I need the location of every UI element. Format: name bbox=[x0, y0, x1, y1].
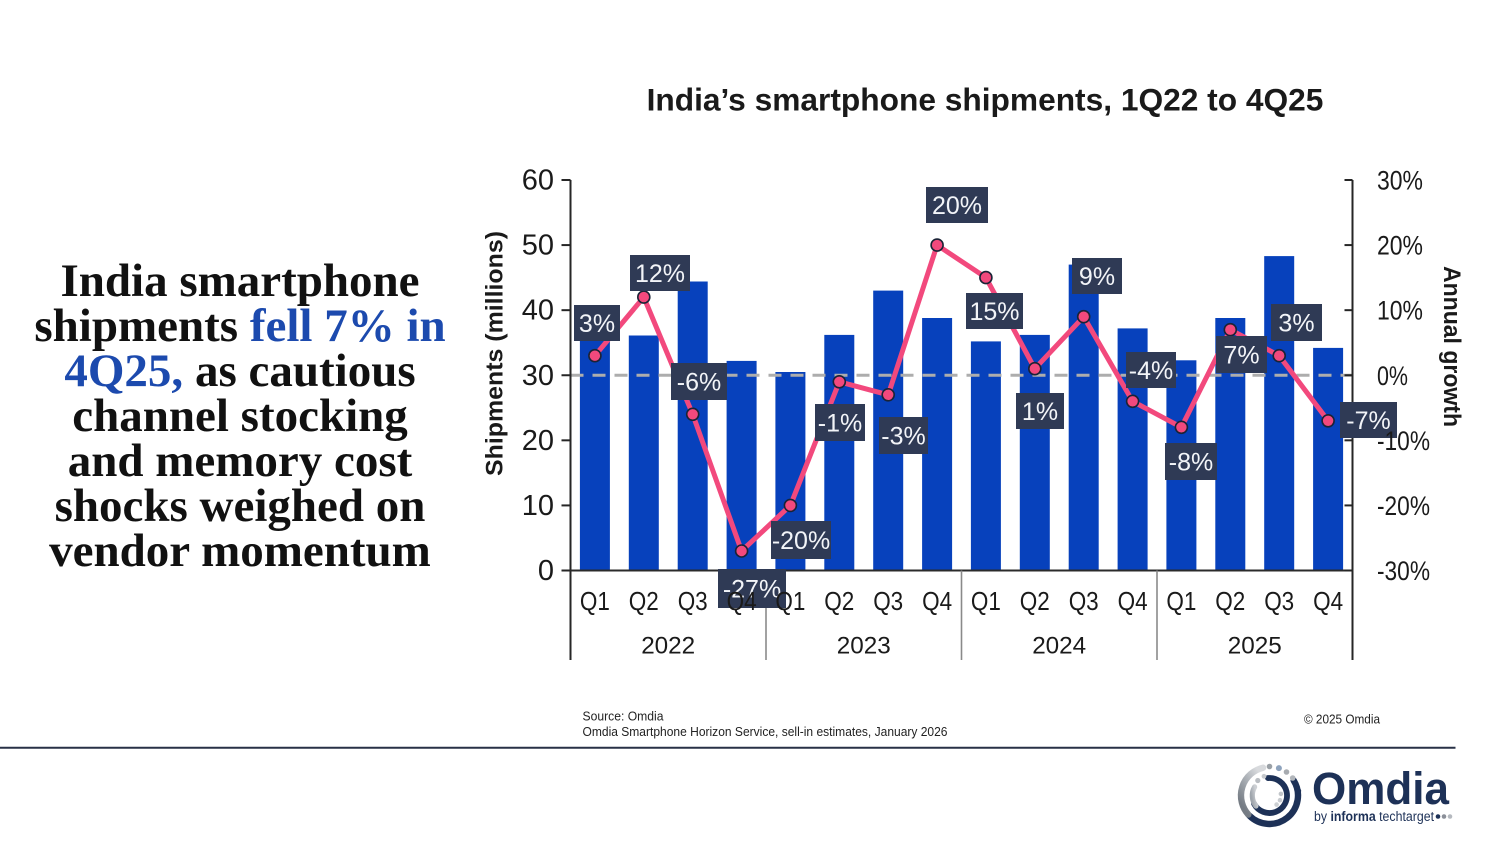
svg-text:3%: 3% bbox=[1278, 310, 1314, 338]
svg-text:vendor momentum: vendor momentum bbox=[49, 525, 431, 577]
svg-text:2024: 2024 bbox=[1032, 633, 1086, 660]
svg-text:© 2025 Omdia: © 2025 Omdia bbox=[1304, 712, 1381, 727]
svg-text:Q3: Q3 bbox=[1264, 586, 1294, 616]
svg-text:10: 10 bbox=[522, 490, 554, 522]
svg-text:Q3: Q3 bbox=[873, 586, 903, 616]
svg-text:1%: 1% bbox=[1022, 398, 1058, 426]
svg-text:12%: 12% bbox=[635, 260, 685, 288]
svg-text:Q1: Q1 bbox=[1166, 586, 1196, 616]
svg-text:40: 40 bbox=[522, 295, 554, 327]
svg-text:60: 60 bbox=[522, 165, 554, 197]
svg-text:Q4: Q4 bbox=[922, 586, 952, 616]
svg-text:Q2: Q2 bbox=[629, 586, 659, 616]
svg-text:Source: Omdia: Source: Omdia bbox=[583, 709, 665, 724]
svg-text:3%: 3% bbox=[579, 310, 615, 338]
svg-text:Q4: Q4 bbox=[1118, 586, 1148, 616]
svg-text:Q1: Q1 bbox=[971, 586, 1001, 616]
svg-text:20%: 20% bbox=[932, 192, 982, 220]
svg-text:by informa techtarget: by informa techtarget bbox=[1314, 809, 1434, 824]
svg-text:30%: 30% bbox=[1377, 166, 1423, 196]
svg-text:and memory cost: and memory cost bbox=[68, 435, 413, 487]
svg-text:Q2: Q2 bbox=[824, 586, 854, 616]
svg-text:India smartphone: India smartphone bbox=[60, 255, 419, 307]
svg-text:Omdia Smartphone Horizon Servi: Omdia Smartphone Horizon Service, sell-i… bbox=[583, 724, 948, 739]
svg-text:-27%: -27% bbox=[723, 576, 781, 604]
svg-text:shocks weighed on: shocks weighed on bbox=[55, 480, 426, 532]
svg-text:20: 20 bbox=[522, 425, 554, 457]
svg-text:15%: 15% bbox=[969, 298, 1019, 326]
svg-text:9%: 9% bbox=[1079, 263, 1115, 291]
svg-text:4Q25, as cautious: 4Q25, as cautious bbox=[64, 345, 415, 397]
svg-text:50: 50 bbox=[522, 230, 554, 262]
svg-text:-1%: -1% bbox=[818, 410, 862, 438]
svg-text:2023: 2023 bbox=[837, 633, 891, 660]
svg-text:-10%: -10% bbox=[1377, 426, 1430, 456]
svg-text:30: 30 bbox=[522, 360, 554, 392]
svg-text:-8%: -8% bbox=[1169, 449, 1213, 477]
svg-text:Q1: Q1 bbox=[580, 586, 610, 616]
svg-text:20%: 20% bbox=[1377, 231, 1423, 261]
svg-text:-6%: -6% bbox=[677, 369, 721, 397]
svg-text:-4%: -4% bbox=[1129, 357, 1173, 385]
svg-text:Q2: Q2 bbox=[1020, 586, 1050, 616]
svg-text:10%: 10% bbox=[1377, 296, 1423, 326]
svg-text:7%: 7% bbox=[1223, 342, 1259, 370]
svg-text:shipments fell 7% in: shipments fell 7% in bbox=[34, 300, 445, 352]
svg-text:Q1: Q1 bbox=[775, 586, 805, 616]
svg-text:Annual growth: Annual growth bbox=[1438, 266, 1465, 427]
svg-text:channel stocking: channel stocking bbox=[72, 390, 408, 442]
svg-text:Q3: Q3 bbox=[1069, 586, 1099, 616]
svg-text:Shipments (millions): Shipments (millions) bbox=[482, 231, 509, 476]
svg-text:-7%: -7% bbox=[1346, 407, 1390, 435]
svg-text:India’s smartphone shipments,: India’s smartphone shipments, 1Q22 to 4Q… bbox=[647, 82, 1324, 118]
svg-text:-20%: -20% bbox=[1377, 491, 1430, 521]
svg-text:-30%: -30% bbox=[1377, 556, 1430, 586]
svg-text:Q2: Q2 bbox=[1215, 586, 1245, 616]
svg-text:0%: 0% bbox=[1377, 361, 1408, 391]
svg-text:-20%: -20% bbox=[772, 527, 830, 555]
svg-text:2025: 2025 bbox=[1228, 633, 1282, 660]
svg-text:Q3: Q3 bbox=[678, 586, 708, 616]
svg-text:Q4: Q4 bbox=[727, 586, 757, 616]
svg-text:Q4: Q4 bbox=[1313, 586, 1343, 616]
svg-text:2022: 2022 bbox=[641, 633, 695, 660]
svg-text:0: 0 bbox=[538, 555, 554, 587]
svg-text:Omdia: Omdia bbox=[1312, 763, 1450, 814]
svg-text:-3%: -3% bbox=[881, 423, 925, 451]
